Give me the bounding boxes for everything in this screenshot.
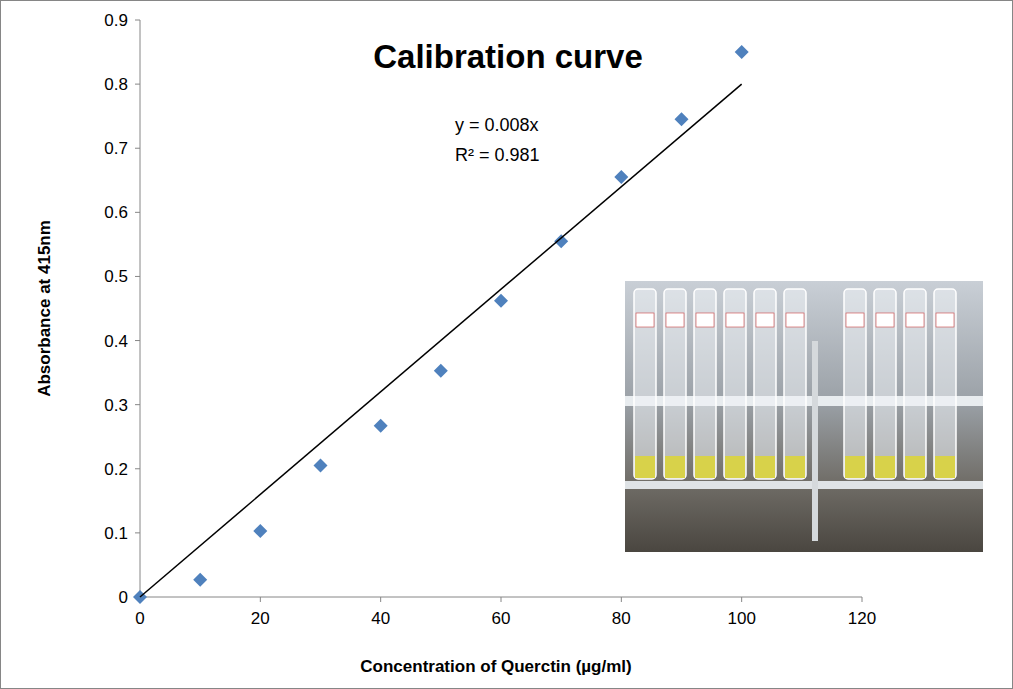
photo-tube <box>664 289 686 479</box>
trend-line <box>140 84 742 597</box>
photo-tube <box>874 289 896 479</box>
photo-label <box>876 313 894 327</box>
y-axis <box>140 20 141 597</box>
photo-tube <box>754 289 776 479</box>
photo-liquid <box>695 456 715 478</box>
photo-background <box>625 281 983 552</box>
photo-label <box>936 313 954 327</box>
photo-liquid <box>875 456 895 478</box>
chart-title: Calibration curve <box>373 38 643 75</box>
photo-label <box>756 313 774 327</box>
photo-label <box>666 313 684 327</box>
x-tick <box>621 597 622 602</box>
y-tick <box>135 404 140 405</box>
x-tick-label: 0 <box>135 609 144 628</box>
x-tick-label: 20 <box>251 609 270 628</box>
photo-liquid <box>635 456 655 478</box>
photo-label <box>636 313 654 327</box>
x-tick <box>862 597 863 602</box>
plot-marks <box>133 45 749 604</box>
data-point <box>374 419 388 433</box>
photo-tube <box>844 289 866 479</box>
y-tick-label: 0.8 <box>104 75 128 94</box>
photo-tube <box>634 289 656 479</box>
x-tick <box>741 597 742 602</box>
chart-frame <box>1 1 1013 689</box>
y-tick <box>135 148 140 149</box>
x-tick <box>380 597 381 602</box>
x-tick <box>501 597 502 602</box>
y-tick-label: 0.1 <box>104 524 128 543</box>
photo-label <box>906 313 924 327</box>
annotation: R² = 0.981 <box>455 145 540 165</box>
y-tick-label: 0.7 <box>104 139 128 158</box>
y-tick-label: 0.4 <box>104 332 128 351</box>
photo-tube <box>724 289 746 479</box>
x-tick-label: 40 <box>371 609 390 628</box>
photo-liquid <box>905 456 925 478</box>
photo-liquid <box>725 456 745 478</box>
photo-liquid <box>935 456 955 478</box>
data-point <box>193 573 207 587</box>
photo-stand <box>812 341 818 541</box>
y-tick <box>135 20 140 21</box>
x-tick-label: 60 <box>492 609 511 628</box>
photo-rack <box>625 481 983 489</box>
x-tick <box>260 597 261 602</box>
data-point <box>253 524 267 538</box>
photo-liquid <box>665 456 685 478</box>
photo-label <box>696 313 714 327</box>
data-point <box>675 112 689 126</box>
photo-liquid <box>755 456 775 478</box>
annotation: y = 0.008x <box>455 115 539 135</box>
photo-label <box>786 313 804 327</box>
y-tick <box>135 468 140 469</box>
y-tick <box>135 340 140 341</box>
y-tick-label: 0.6 <box>104 203 128 222</box>
x-axis-title: Concentration of Querctin (µg/ml) <box>360 657 631 676</box>
data-point <box>434 364 448 378</box>
y-tick-label: 0.9 <box>104 11 128 30</box>
photo-liquid <box>845 456 865 478</box>
y-tick <box>135 212 140 213</box>
x-tick-label: 120 <box>848 609 876 628</box>
photo-tube <box>934 289 956 479</box>
chart: 0 0.1 0.2 0.3 0.4 0.5 0.6 0.7 0.8 0.9 0 20 40 60 80 100… <box>0 0 1013 689</box>
data-point <box>735 45 749 59</box>
photo-liquid <box>785 456 805 478</box>
photo-tube <box>904 289 926 479</box>
y-tick <box>135 84 140 85</box>
y-tick-label: 0.3 <box>104 396 128 415</box>
photo-label <box>726 313 744 327</box>
y-tick-label: 0 <box>119 588 128 607</box>
data-point <box>314 459 328 473</box>
photo-tube <box>694 289 716 479</box>
data-point <box>494 294 508 308</box>
y-tick <box>135 276 140 277</box>
photo-inset <box>625 281 983 552</box>
y-tick-label: 0.5 <box>104 267 128 286</box>
photo-label <box>846 313 864 327</box>
y-tick-label: 0.2 <box>104 460 128 479</box>
y-axis-title: Absorbance at 415nm <box>35 220 54 397</box>
y-tick <box>135 532 140 533</box>
x-tick-label: 100 <box>727 609 755 628</box>
x-tick-label: 80 <box>612 609 631 628</box>
photo-tube <box>784 289 806 479</box>
